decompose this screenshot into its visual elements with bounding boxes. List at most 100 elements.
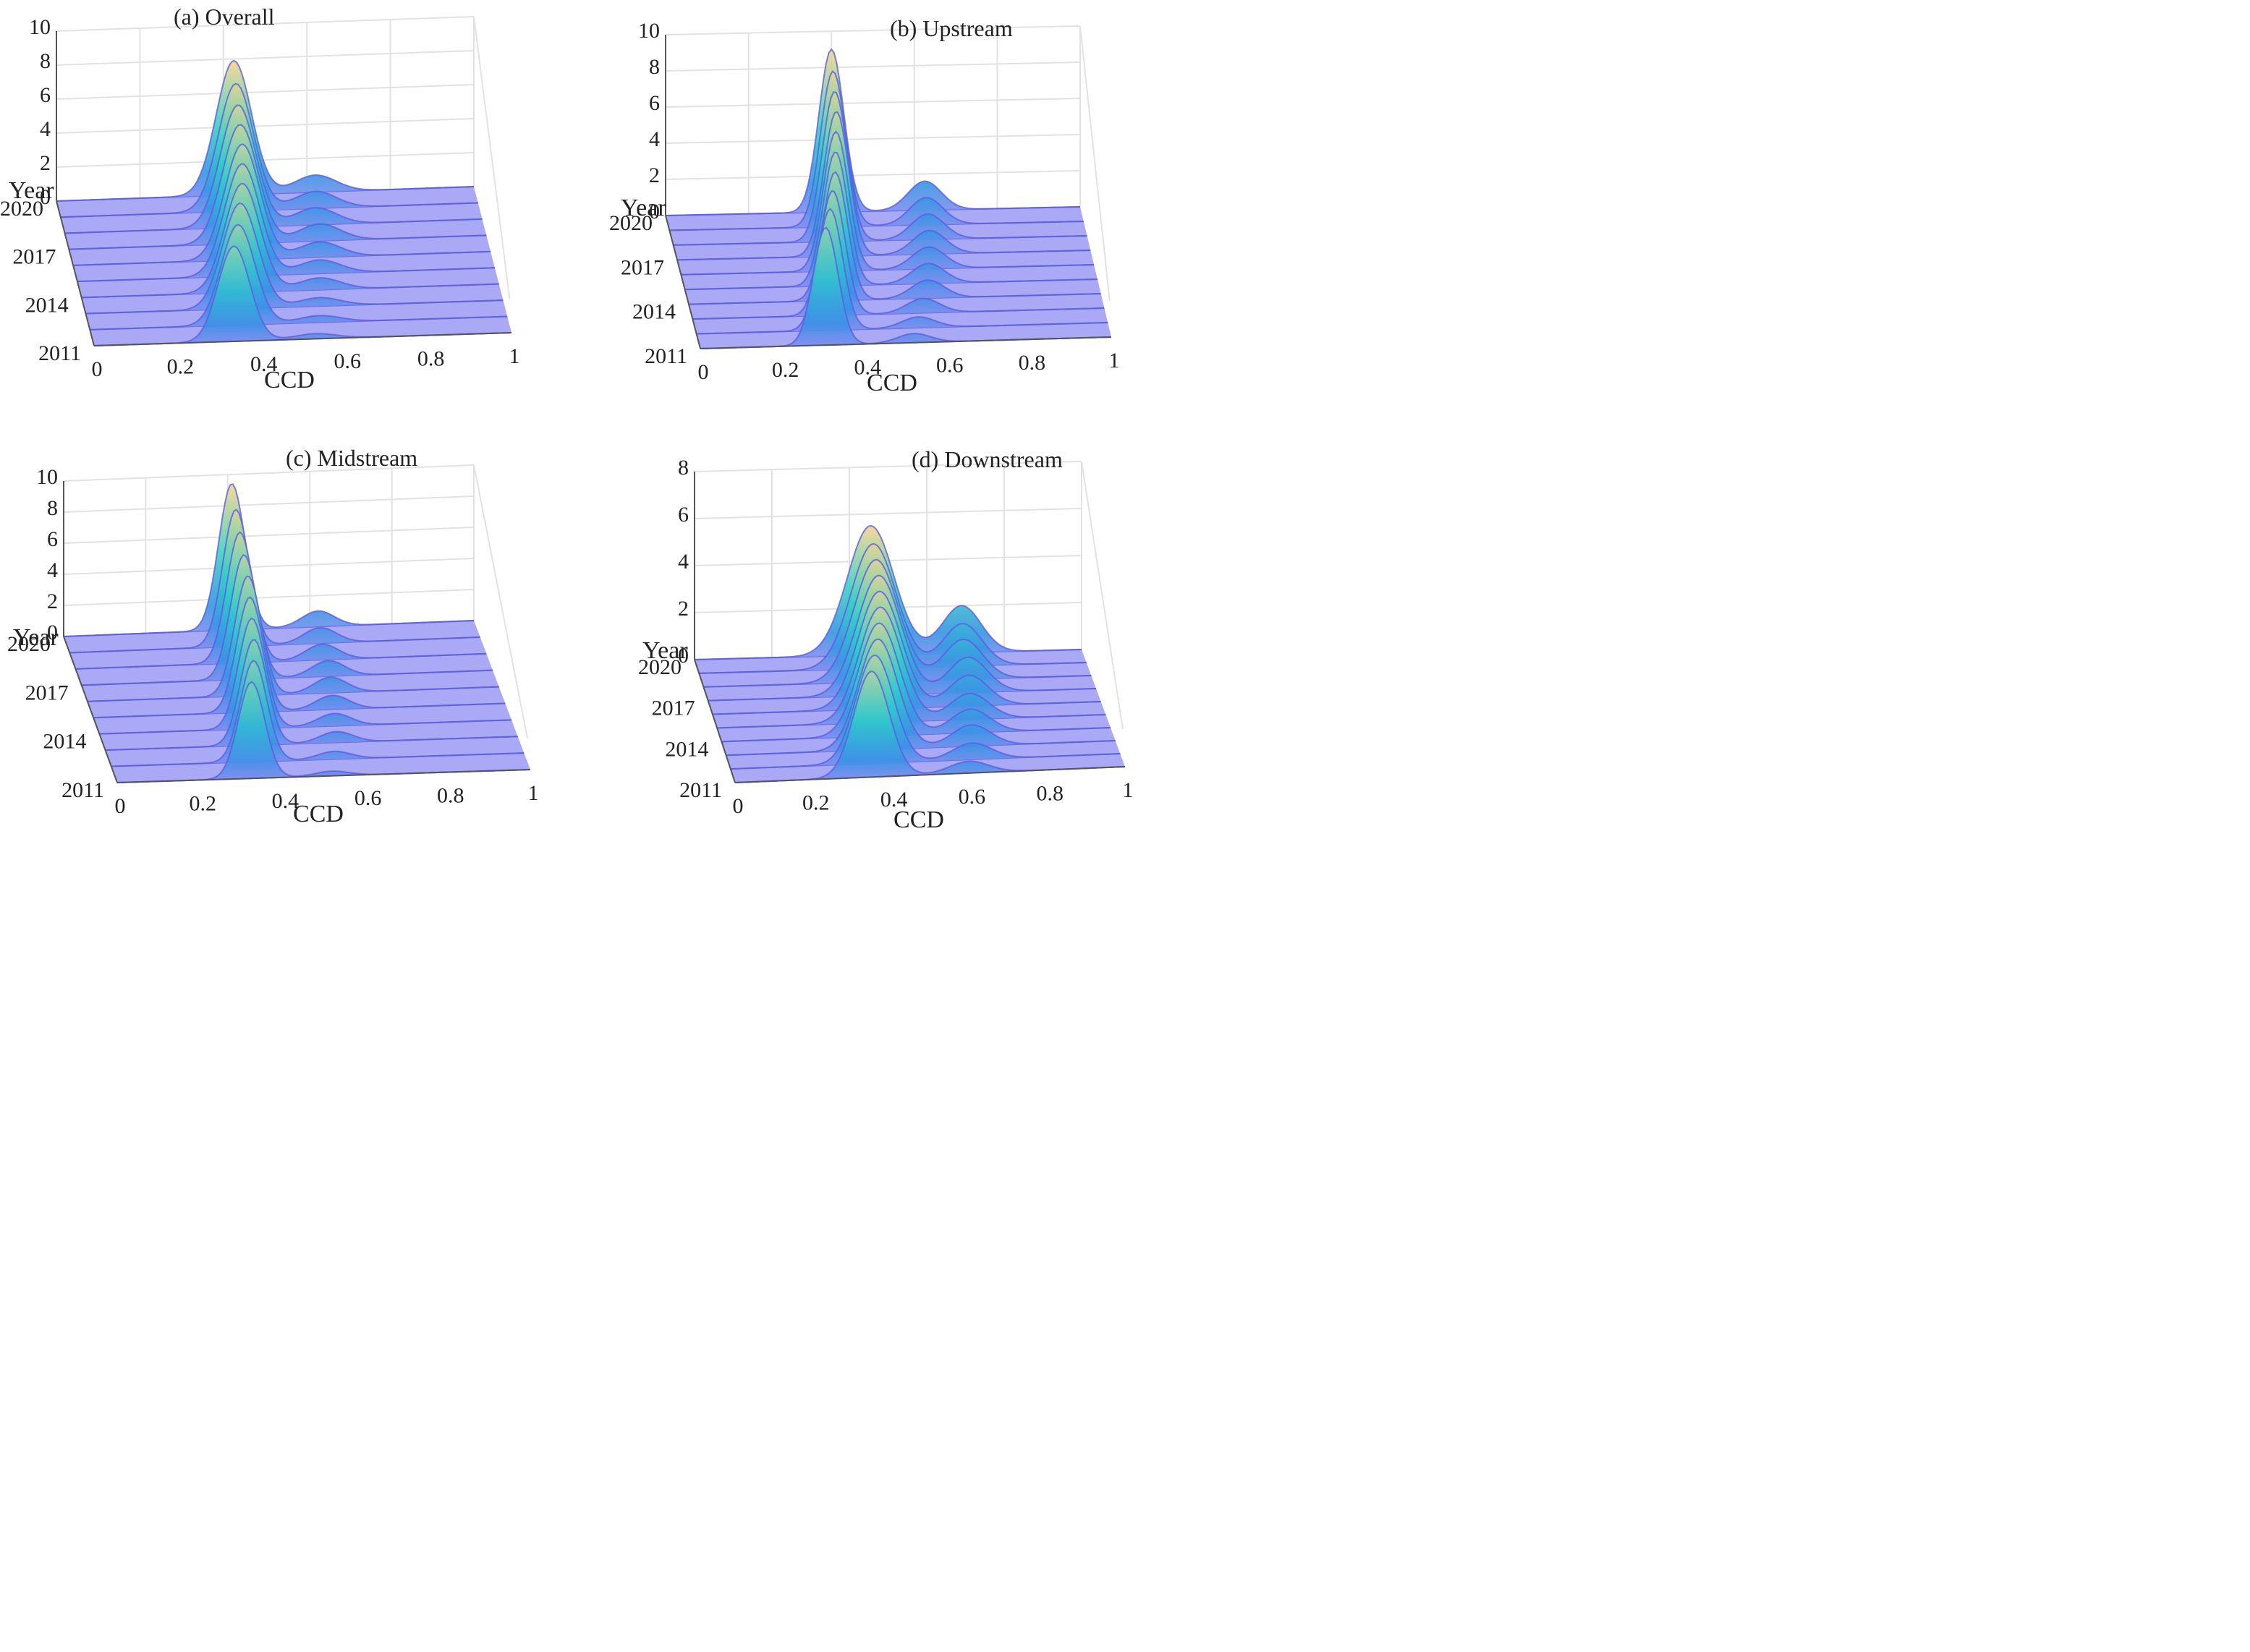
ridge-line-2014	[81, 182, 499, 299]
x-tick-label: 0	[698, 360, 709, 384]
x-axis-line	[734, 766, 1126, 783]
z-tick-label: 4	[47, 558, 58, 582]
side-wall-edge	[473, 16, 511, 299]
grid-line-z	[63, 527, 475, 544]
x-axis-line	[116, 769, 531, 783]
y-tick-label: 2020	[7, 632, 51, 656]
grid-line-z	[665, 98, 1081, 108]
chart-title: (c) Midstream	[286, 445, 417, 471]
z-tick-label: 0	[649, 200, 660, 223]
x-tick-label: 0.6	[959, 785, 986, 809]
ridges	[56, 59, 512, 346]
x-tick-label: 1	[528, 781, 539, 805]
side-wall-edge	[1081, 461, 1124, 730]
z-tick-label: 10	[638, 19, 660, 43]
ridge-line-2016	[681, 130, 1095, 276]
grid-line-z	[665, 61, 1081, 72]
grid-line-z	[56, 16, 475, 32]
x-tick-label: 0.8	[437, 784, 464, 808]
ridge-line-2015	[93, 596, 506, 719]
grid-line-z	[694, 508, 1082, 519]
x-tick-label: 0.4	[880, 788, 908, 812]
ridge-line-2012	[90, 223, 508, 331]
ridge-fill-2014	[721, 623, 1111, 742]
ridge-line-2017	[81, 554, 493, 686]
z-tick-label: 4	[678, 550, 689, 574]
z-tick-label: 6	[47, 527, 58, 551]
chart-panel-downstream: 0 0.2 0.4 0.6 0.8 1 2011 2014 2017 2020 0 2 4 6 8 (d) D…	[638, 446, 2250, 1652]
ridge-line-2020	[63, 483, 475, 637]
z-tick-label: 6	[678, 503, 689, 527]
y-tick-label: 2020	[638, 655, 682, 679]
chart-panel-overall: 0 0.2 0.4 0.6 0.8 1 2011 2014 2017 2020 0 2 4 6 8 10 (a)…	[0, 0, 1125, 826]
ridge-line-2012	[730, 654, 1121, 770]
ridge-line-2016	[712, 590, 1101, 715]
ridge-line-2015	[717, 606, 1106, 729]
z-tick-label: 6	[40, 83, 51, 107]
y-axis-line	[56, 200, 95, 346]
ridge-line-2014	[721, 622, 1111, 743]
y-tick-label: 2017	[12, 245, 56, 269]
x-axis-label: CCD	[893, 806, 944, 833]
x-tick-label: 1	[509, 344, 520, 368]
ridges	[63, 483, 531, 783]
ridge-line-2016	[73, 143, 491, 266]
y-axis-label: Year	[621, 195, 666, 221]
grid-line-z	[694, 461, 1082, 472]
x-tick-label: 0.6	[355, 786, 382, 810]
y-tick-label: 2020	[0, 197, 43, 221]
x-tick-label: 0.4	[854, 356, 881, 380]
ridges	[694, 524, 1126, 783]
x-tick-label: 0	[733, 794, 744, 818]
y-tick-label: 2011	[61, 778, 104, 802]
ridge-line-2013	[692, 190, 1105, 320]
x-tick-label: 0.2	[189, 791, 216, 815]
y-tick-label: 2017	[25, 681, 69, 704]
ridge-line-2018	[64, 104, 483, 234]
ridge-line-2020	[665, 48, 1081, 216]
ridge-line-2019	[60, 82, 478, 218]
chart-title: (b) Upstream	[890, 15, 1013, 41]
grid-line-z	[63, 464, 475, 482]
x-axis-label: CCD	[293, 801, 344, 827]
y-tick-label: 2020	[609, 211, 653, 235]
y-axis-label: Year	[9, 177, 54, 204]
x-tick-label: 0.4	[250, 352, 278, 376]
ridge-line-2015	[684, 151, 1098, 291]
ridge-line-2018	[75, 531, 487, 670]
y-tick-label: 2014	[43, 730, 86, 754]
ridge-line-2020	[56, 59, 475, 202]
chart-root: 0 0.2 0.4 0.6 0.8 120112014201720200246810(c)…	[7, 445, 539, 827]
grid-line-z	[56, 50, 475, 66]
y-axis-line	[694, 659, 736, 783]
ridge-line-2015	[77, 163, 495, 283]
x-tick-label: 0.6	[936, 353, 964, 377]
x-tick-label: 0.6	[334, 349, 361, 373]
x-axis-label: CCD	[867, 370, 917, 396]
ridge-line-2013	[726, 638, 1116, 757]
grid-line-z	[56, 84, 475, 100]
x-tick-label: 1	[1123, 778, 1134, 802]
grid-line-z	[63, 558, 475, 575]
x-tick-label: 0.8	[417, 347, 445, 371]
ridge-line-2020	[694, 524, 1082, 660]
ridge-line-2012	[696, 208, 1108, 335]
ridge-line-2019	[699, 542, 1087, 674]
z-tick-label: 10	[29, 15, 51, 39]
x-tick-label: 0.2	[802, 791, 830, 815]
x-tick-label: 0.8	[1019, 351, 1046, 375]
x-tick-label: 0	[92, 357, 103, 381]
ridge-line-2016	[87, 575, 499, 702]
z-tick-label: 2	[649, 163, 660, 187]
y-tick-label: 2014	[25, 293, 69, 317]
y-tick-label: 2017	[621, 255, 664, 279]
x-tick-label: 0	[115, 794, 126, 818]
grid	[56, 16, 511, 299]
z-tick-label: 6	[649, 91, 660, 115]
grid-line-z	[665, 170, 1081, 180]
x-tick-label: 0.2	[772, 358, 799, 382]
y-tick-label: 2011	[679, 778, 722, 802]
ridge-line-2017	[708, 574, 1097, 702]
